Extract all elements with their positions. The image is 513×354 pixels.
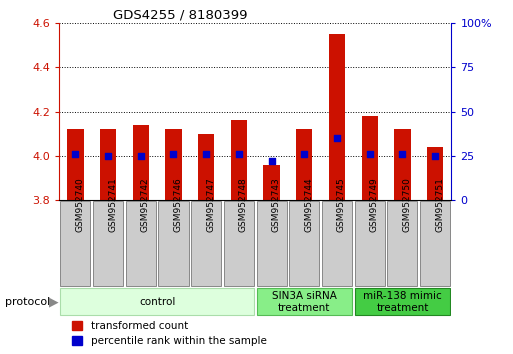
Point bbox=[431, 153, 439, 159]
Point bbox=[169, 151, 177, 157]
Point bbox=[235, 151, 243, 157]
Bar bbox=[329, 34, 345, 200]
Text: ▶: ▶ bbox=[49, 295, 58, 308]
Bar bbox=[354, 201, 385, 286]
Bar bbox=[67, 129, 84, 200]
Bar bbox=[322, 201, 352, 286]
Bar bbox=[126, 201, 156, 286]
Text: GSM952745: GSM952745 bbox=[337, 177, 346, 232]
Bar bbox=[420, 201, 450, 286]
Bar bbox=[132, 125, 149, 200]
Bar bbox=[100, 129, 116, 200]
Bar bbox=[362, 116, 378, 200]
Point bbox=[300, 151, 308, 157]
Text: GSM952740: GSM952740 bbox=[75, 177, 84, 232]
Point bbox=[104, 153, 112, 159]
Bar bbox=[394, 129, 410, 200]
Text: GDS4255 / 8180399: GDS4255 / 8180399 bbox=[113, 9, 247, 22]
Bar bbox=[231, 120, 247, 200]
Bar bbox=[165, 129, 182, 200]
Point bbox=[333, 135, 341, 141]
Text: GSM952742: GSM952742 bbox=[141, 177, 150, 232]
Bar bbox=[224, 201, 254, 286]
Point bbox=[136, 153, 145, 159]
Text: GSM952746: GSM952746 bbox=[173, 177, 183, 232]
Text: SIN3A siRNA
treatment: SIN3A siRNA treatment bbox=[272, 291, 337, 313]
Point bbox=[202, 151, 210, 157]
Bar bbox=[191, 201, 221, 286]
Text: protocol: protocol bbox=[5, 297, 50, 307]
Bar bbox=[256, 288, 352, 315]
Bar bbox=[93, 201, 123, 286]
Bar bbox=[387, 201, 418, 286]
Text: GSM952741: GSM952741 bbox=[108, 177, 117, 232]
Text: GSM952743: GSM952743 bbox=[271, 177, 281, 232]
Bar bbox=[61, 288, 254, 315]
Text: miR-138 mimic
treatment: miR-138 mimic treatment bbox=[363, 291, 442, 313]
Legend: transformed count, percentile rank within the sample: transformed count, percentile rank withi… bbox=[72, 321, 267, 346]
Text: GSM952747: GSM952747 bbox=[206, 177, 215, 232]
Bar bbox=[61, 201, 90, 286]
Bar bbox=[289, 201, 319, 286]
Point bbox=[71, 151, 80, 157]
Bar bbox=[263, 165, 280, 200]
Bar bbox=[256, 201, 287, 286]
Bar bbox=[198, 134, 214, 200]
Text: GSM952748: GSM952748 bbox=[239, 177, 248, 232]
Bar bbox=[159, 201, 188, 286]
Point bbox=[398, 151, 406, 157]
Text: GSM952750: GSM952750 bbox=[402, 177, 411, 232]
Text: GSM952744: GSM952744 bbox=[304, 177, 313, 232]
Text: control: control bbox=[139, 297, 175, 307]
Point bbox=[366, 151, 374, 157]
Bar bbox=[296, 129, 312, 200]
Bar bbox=[354, 288, 450, 315]
Text: GSM952749: GSM952749 bbox=[370, 177, 379, 232]
Bar bbox=[427, 147, 443, 200]
Text: GSM952751: GSM952751 bbox=[435, 177, 444, 232]
Point bbox=[267, 158, 275, 164]
